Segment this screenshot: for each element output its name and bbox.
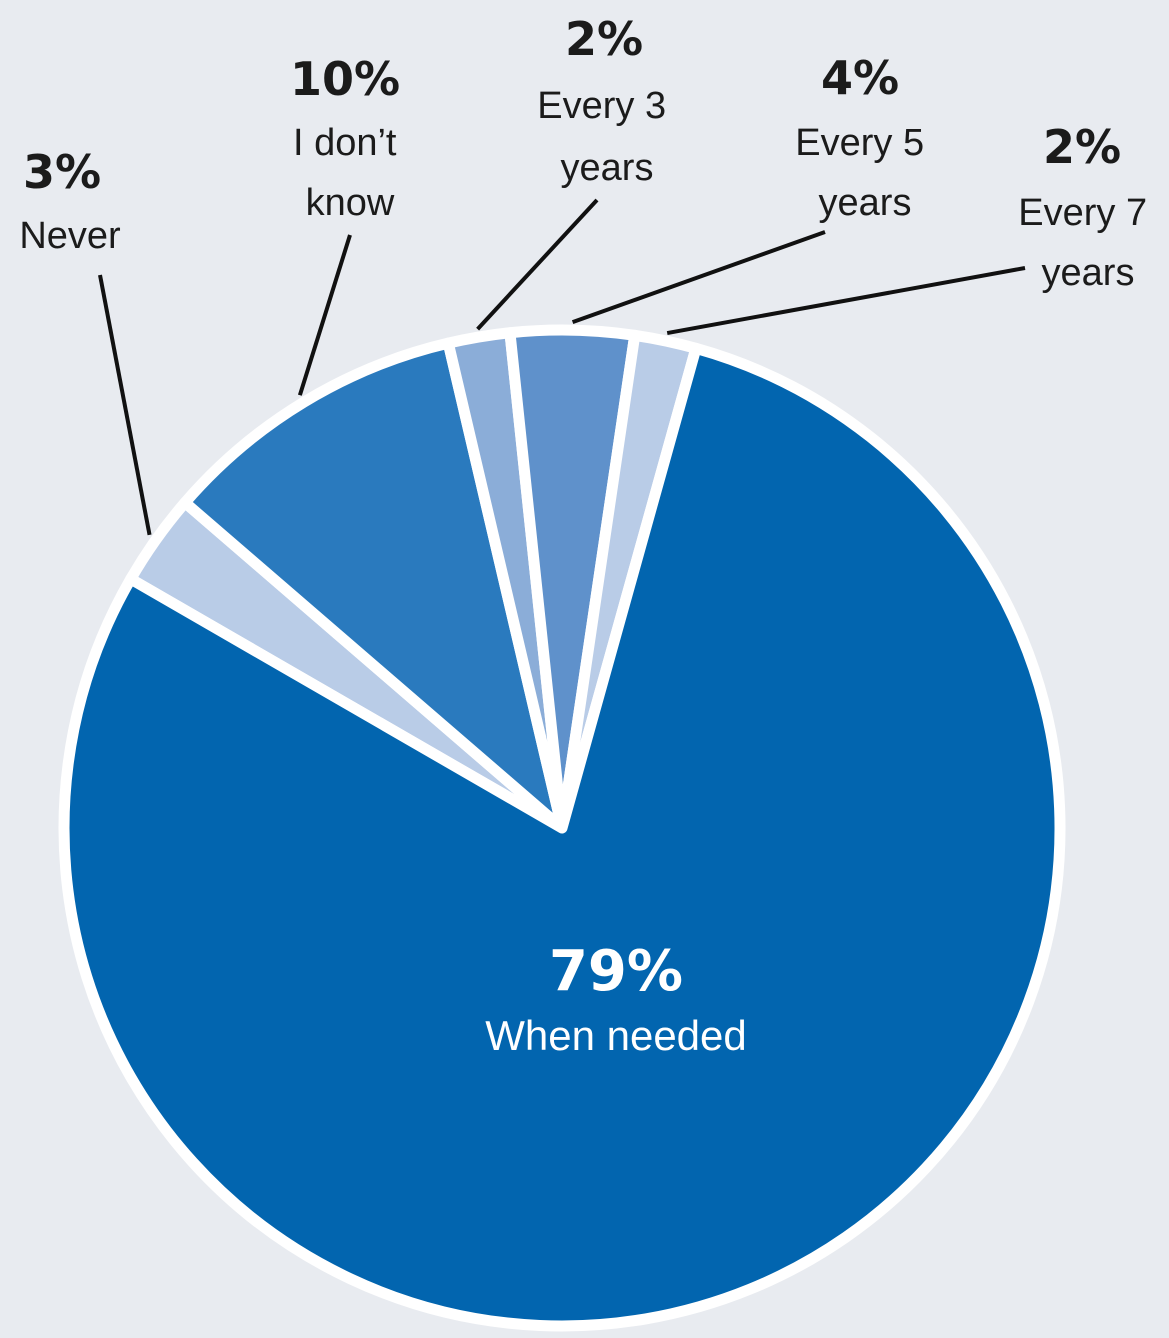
slice-label-when-needed: When needed bbox=[485, 1012, 747, 1059]
leader-line-every-3-years bbox=[476, 198, 599, 331]
slice-value-when-needed: 79% bbox=[549, 939, 683, 1004]
slice-label-every-3-years: Every 3 years bbox=[537, 85, 676, 189]
slice-value-every-3-years: 2% bbox=[565, 12, 643, 66]
slice-value-every-7-years: 2% bbox=[1043, 120, 1121, 174]
slice-value-i-dont-know: 10% bbox=[290, 52, 400, 106]
pie-slice-when-needed bbox=[58, 342, 1066, 1332]
pie-slice-i-don-t-know bbox=[179, 337, 568, 834]
slice-label-never: Never bbox=[19, 215, 121, 257]
pie-slices bbox=[58, 324, 1066, 1332]
label-every-7-years: 2% Every 7 years bbox=[1018, 120, 1157, 294]
leader-line-every-7-years bbox=[666, 266, 1026, 336]
label-never: 3% Never bbox=[19, 145, 121, 257]
leader-lines bbox=[98, 198, 1026, 536]
leader-line-every-5-years bbox=[571, 230, 826, 324]
slice-label-every-5-years: Every 5 years bbox=[795, 122, 934, 224]
label-i-dont-know: 10% I don’t know bbox=[290, 52, 407, 224]
label-every-5-years: 4% Every 5 years bbox=[795, 51, 934, 224]
slice-value-every-5-years: 4% bbox=[821, 51, 899, 105]
label-when-needed: 79% When needed bbox=[485, 939, 747, 1059]
slice-label-every-7-years: Every 7 years bbox=[1018, 192, 1157, 294]
slice-label-i-dont-know: I don’t know bbox=[293, 122, 407, 224]
label-every-3-years: 2% Every 3 years bbox=[537, 12, 676, 189]
slice-value-never: 3% bbox=[23, 145, 101, 199]
leader-line-i-don-t-know bbox=[297, 234, 352, 396]
leader-line-never bbox=[98, 274, 152, 536]
